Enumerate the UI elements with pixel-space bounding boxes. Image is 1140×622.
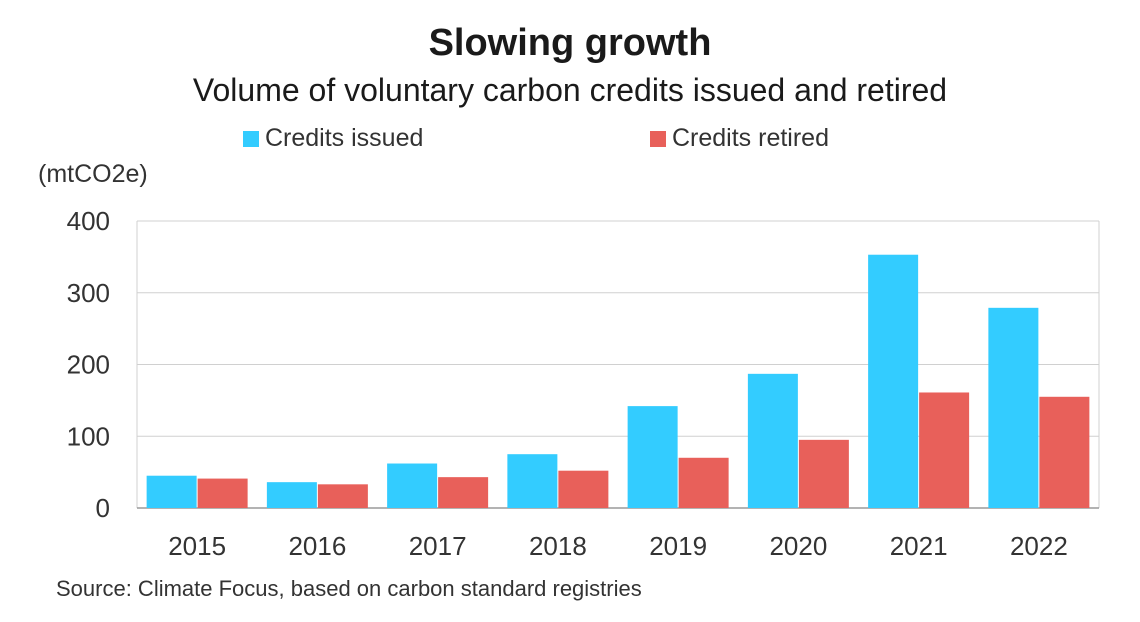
bar-credits-retired	[678, 457, 729, 508]
x-tick-label: 2022	[1010, 531, 1068, 561]
legend-item-credits-retired: Credits retired	[650, 124, 829, 153]
bar-credits-retired	[197, 478, 248, 508]
bar-credits-retired	[438, 477, 489, 508]
y-tick-label: 400	[67, 206, 110, 236]
y-axis-unit-label: (mtCO2e)	[38, 160, 148, 188]
y-tick-label: 0	[96, 493, 110, 523]
bar-credits-issued	[387, 463, 438, 508]
x-tick-label: 2015	[168, 531, 226, 561]
source-note: Source: Climate Focus, based on carbon s…	[56, 576, 642, 601]
y-tick-label: 100	[67, 421, 110, 451]
bar-credits-retired	[919, 392, 970, 508]
legend-swatch-credits-retired	[650, 130, 666, 147]
y-tick-label: 200	[67, 350, 110, 380]
legend-swatch-credits-issued	[243, 130, 259, 147]
x-tick-label: 2016	[288, 531, 346, 561]
bar-credits-retired	[1039, 396, 1090, 508]
x-tick-label: 2019	[649, 531, 707, 561]
legend-item-credits-issued: Credits issued	[243, 124, 423, 153]
y-tick-label: 300	[67, 278, 110, 308]
legend-label-credits-issued: Credits issued	[265, 124, 424, 152]
bar-credits-issued	[266, 482, 317, 508]
bar-credits-issued	[507, 454, 558, 508]
bar-credits-issued	[988, 307, 1039, 508]
x-tick-label: 2018	[529, 531, 587, 561]
x-tick-label: 2021	[890, 531, 948, 561]
x-tick-label: 2017	[409, 531, 467, 561]
bar-credits-issued	[627, 406, 678, 508]
bar-credits-retired	[317, 484, 368, 508]
x-tick-label: 2020	[769, 531, 827, 561]
chart-title: Slowing growth	[428, 22, 712, 64]
bar-credits-issued	[146, 475, 197, 508]
legend-label-credits-retired: Credits retired	[672, 124, 829, 152]
bar-credits-retired	[558, 470, 609, 508]
chart-subtitle: Volume of voluntary carbon credits issue…	[192, 72, 948, 108]
bar-credits-issued	[747, 373, 798, 508]
bar-credits-issued	[868, 254, 919, 508]
bar-credits-retired	[798, 439, 849, 508]
